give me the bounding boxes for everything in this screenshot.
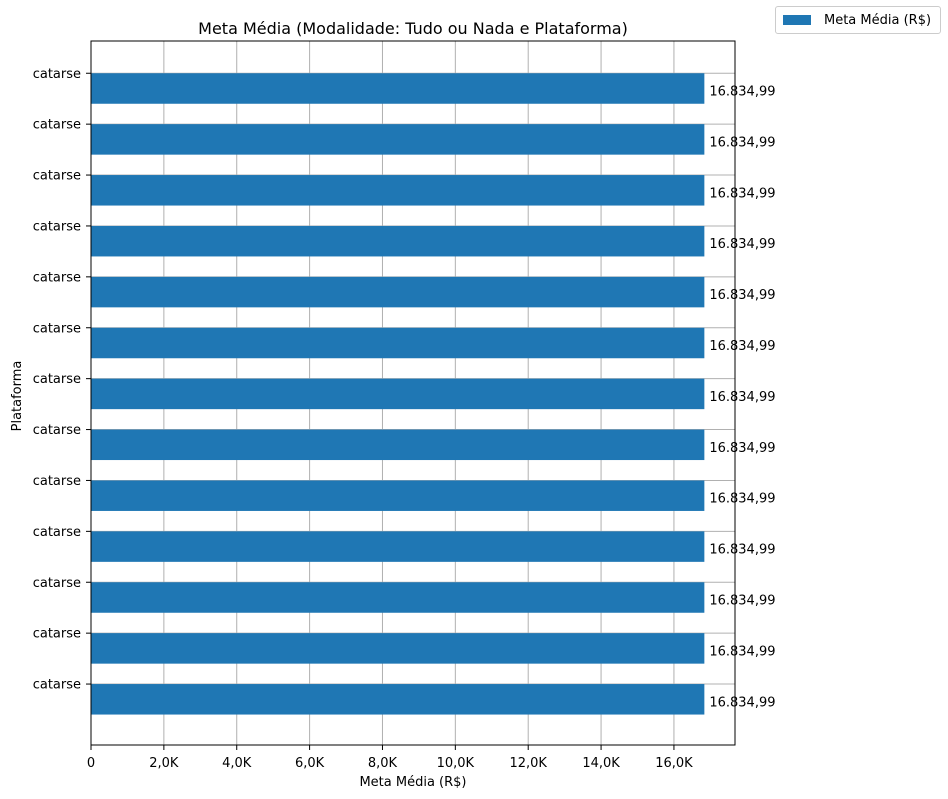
- bar: [91, 684, 705, 715]
- legend: Meta Média (R$): [775, 6, 941, 34]
- x-tick-label: 6,0K: [295, 756, 325, 771]
- bar-value-label: 16.834,99: [709, 237, 775, 252]
- bar-value-label: 16.834,99: [709, 85, 775, 100]
- bar-value-label: 16.834,99: [709, 390, 775, 405]
- y-tick-label: catarse: [33, 169, 81, 184]
- bar-value-label: 16.834,99: [709, 543, 775, 558]
- y-tick-label: catarse: [33, 219, 81, 234]
- y-tick-label: catarse: [33, 525, 81, 540]
- bar-value-label: 16.834,99: [709, 339, 775, 354]
- bar: [91, 175, 705, 206]
- y-tick-label: catarse: [33, 321, 81, 336]
- bar-value-label: 16.834,99: [709, 186, 775, 201]
- legend-swatch: [783, 15, 811, 25]
- bar: [91, 124, 705, 155]
- plot-frame: [90, 40, 736, 746]
- x-tick-label: 4,0K: [222, 756, 252, 771]
- bars: [91, 73, 705, 715]
- y-tick-label: catarse: [33, 627, 81, 642]
- bar-value-label: 16.834,99: [709, 135, 775, 150]
- y-axis-label: Plataforma: [10, 361, 25, 432]
- bar: [91, 327, 705, 359]
- x-tick-label: 12,0K: [509, 756, 547, 771]
- x-tick-label: 8,0K: [368, 756, 398, 771]
- y-tick-label: catarse: [33, 372, 81, 387]
- x-tick-label: 2,0K: [149, 756, 179, 771]
- bar: [91, 276, 705, 308]
- bar-value-label: 16.834,99: [709, 441, 775, 456]
- y-tick-label: catarse: [33, 576, 81, 591]
- bar: [91, 633, 705, 664]
- x-axis-ticks: 0 2,0K 4,0K 6,0K 8,0K 10,0K 12,0K 14,0K 16,0K: [87, 745, 693, 771]
- y-tick-label: catarse: [33, 270, 81, 285]
- x-tick-label: 16,0K: [655, 756, 693, 771]
- legend-label: Meta Média (R$): [824, 12, 932, 28]
- bar-value-label: 16.834,99: [709, 594, 775, 609]
- bar: [91, 480, 705, 511]
- bar-value-label: 16.834,99: [709, 492, 775, 507]
- bar-value-label: 16.834,99: [709, 695, 775, 710]
- y-tick-label: catarse: [33, 423, 81, 438]
- chart-title: Meta Média (Modalidade: Tudo ou Nada e P…: [198, 19, 628, 38]
- bar: [91, 429, 705, 461]
- bar: [91, 73, 705, 104]
- x-tick-label: 10,0K: [437, 756, 475, 771]
- x-axis-label: Meta Média (R$): [359, 775, 466, 790]
- bar: [91, 531, 705, 562]
- bar: [91, 378, 705, 410]
- y-tick-label: catarse: [33, 67, 81, 82]
- y-tick-label: catarse: [33, 118, 81, 133]
- data-labels: 16.834,99 16.834,99 16.834,99 16.834,99 16.8…: [709, 85, 775, 711]
- x-tick-label: 0: [87, 756, 95, 771]
- bar: [91, 225, 705, 257]
- bar-value-label: 16.834,99: [709, 288, 775, 303]
- y-axis-ticks: catarse catarse catarse catarse catarse catar…: [33, 67, 91, 693]
- x-tick-label: 14,0K: [582, 756, 620, 771]
- bar: [91, 582, 705, 613]
- y-tick-label: catarse: [33, 678, 81, 693]
- y-tick-label: catarse: [33, 474, 81, 489]
- bar-value-label: 16.834,99: [709, 644, 775, 659]
